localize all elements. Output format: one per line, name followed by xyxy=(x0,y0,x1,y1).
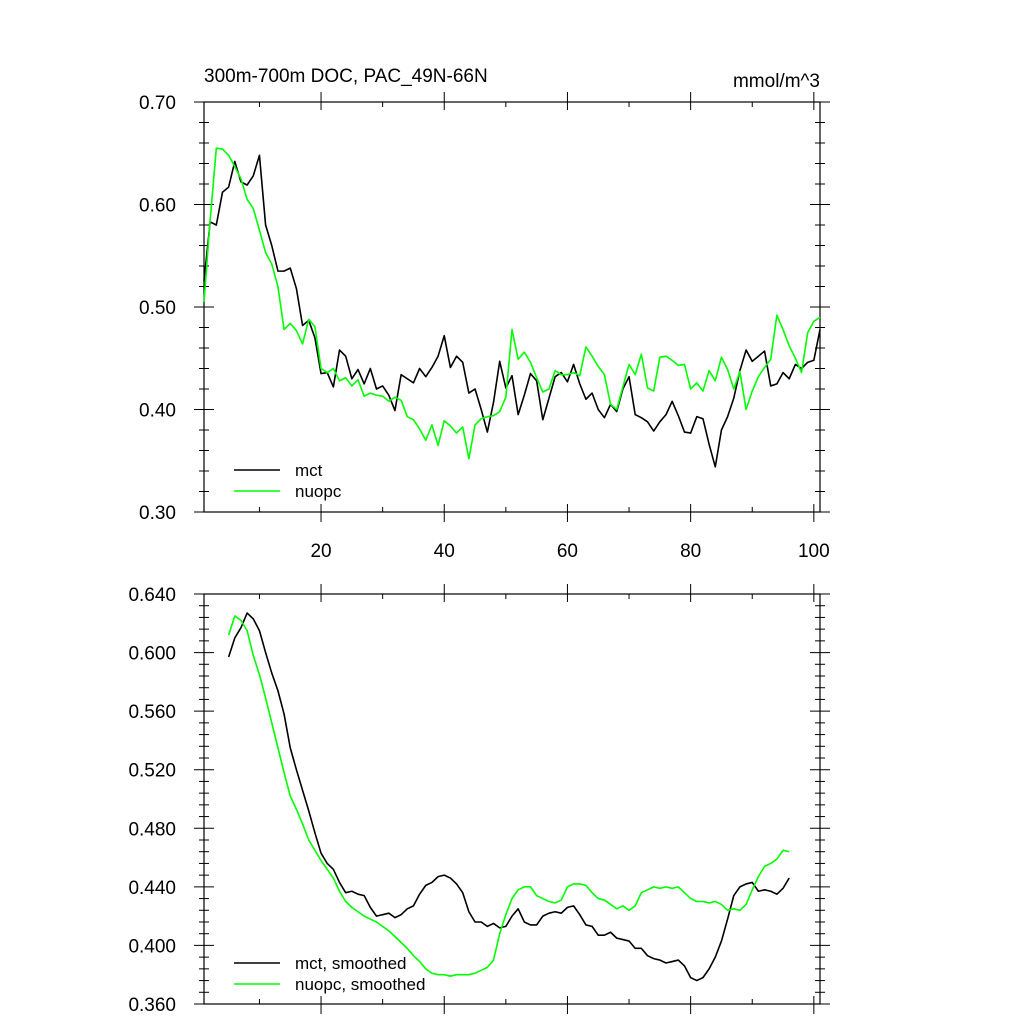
y-tick-label: 0.520 xyxy=(128,761,176,782)
y-tick-label: 0.60 xyxy=(139,196,176,217)
y-tick-label: 0.360 xyxy=(128,995,176,1016)
series-line-nuopc xyxy=(203,147,821,460)
y-tick-label: 0.40 xyxy=(139,401,176,422)
top-panel-title: 300m-700m DOC, PAC_49N-66N xyxy=(204,66,488,87)
y-tick-label: 0.440 xyxy=(128,878,176,899)
y-tick-label: 0.400 xyxy=(128,936,176,957)
legend-label: nuopc xyxy=(295,482,342,501)
y-tick-label: 0.30 xyxy=(139,503,176,524)
y-tick-label: 0.600 xyxy=(128,644,176,665)
series-line-nuopc-smoothed xyxy=(227,615,790,977)
top-panel: 300m-700m DOC, PAC_49N-66N mmol/m^3 20 40… xyxy=(139,66,830,562)
plot-frame xyxy=(203,101,821,513)
legend-label: mct, smoothed xyxy=(295,954,407,973)
y-tick-label: 0.70 xyxy=(139,93,176,114)
series-line-mct xyxy=(203,154,821,468)
x-tick-label: 60 xyxy=(557,541,578,562)
y-tick-label: 0.50 xyxy=(139,298,176,319)
y-tick-label: 0.480 xyxy=(128,819,176,840)
x-tick-label: 80 xyxy=(680,541,701,562)
y-tick-label: 0.560 xyxy=(128,702,176,723)
series-line-mct-smoothed xyxy=(227,612,790,982)
legend-label: nuopc, smoothed xyxy=(295,975,425,994)
plot-frame xyxy=(203,593,821,1005)
x-tick-label: 100 xyxy=(798,541,830,562)
top-panel-units: mmol/m^3 xyxy=(733,71,820,92)
bottom-panel: 0.360 0.400 0.440 0.480 0.520 0.560 0.600 0.640… xyxy=(128,584,830,1016)
x-tick-label: 20 xyxy=(310,541,331,562)
legend-label: mct xyxy=(295,461,323,480)
y-tick-label: 0.640 xyxy=(128,585,176,606)
x-tick-label: 40 xyxy=(434,541,455,562)
